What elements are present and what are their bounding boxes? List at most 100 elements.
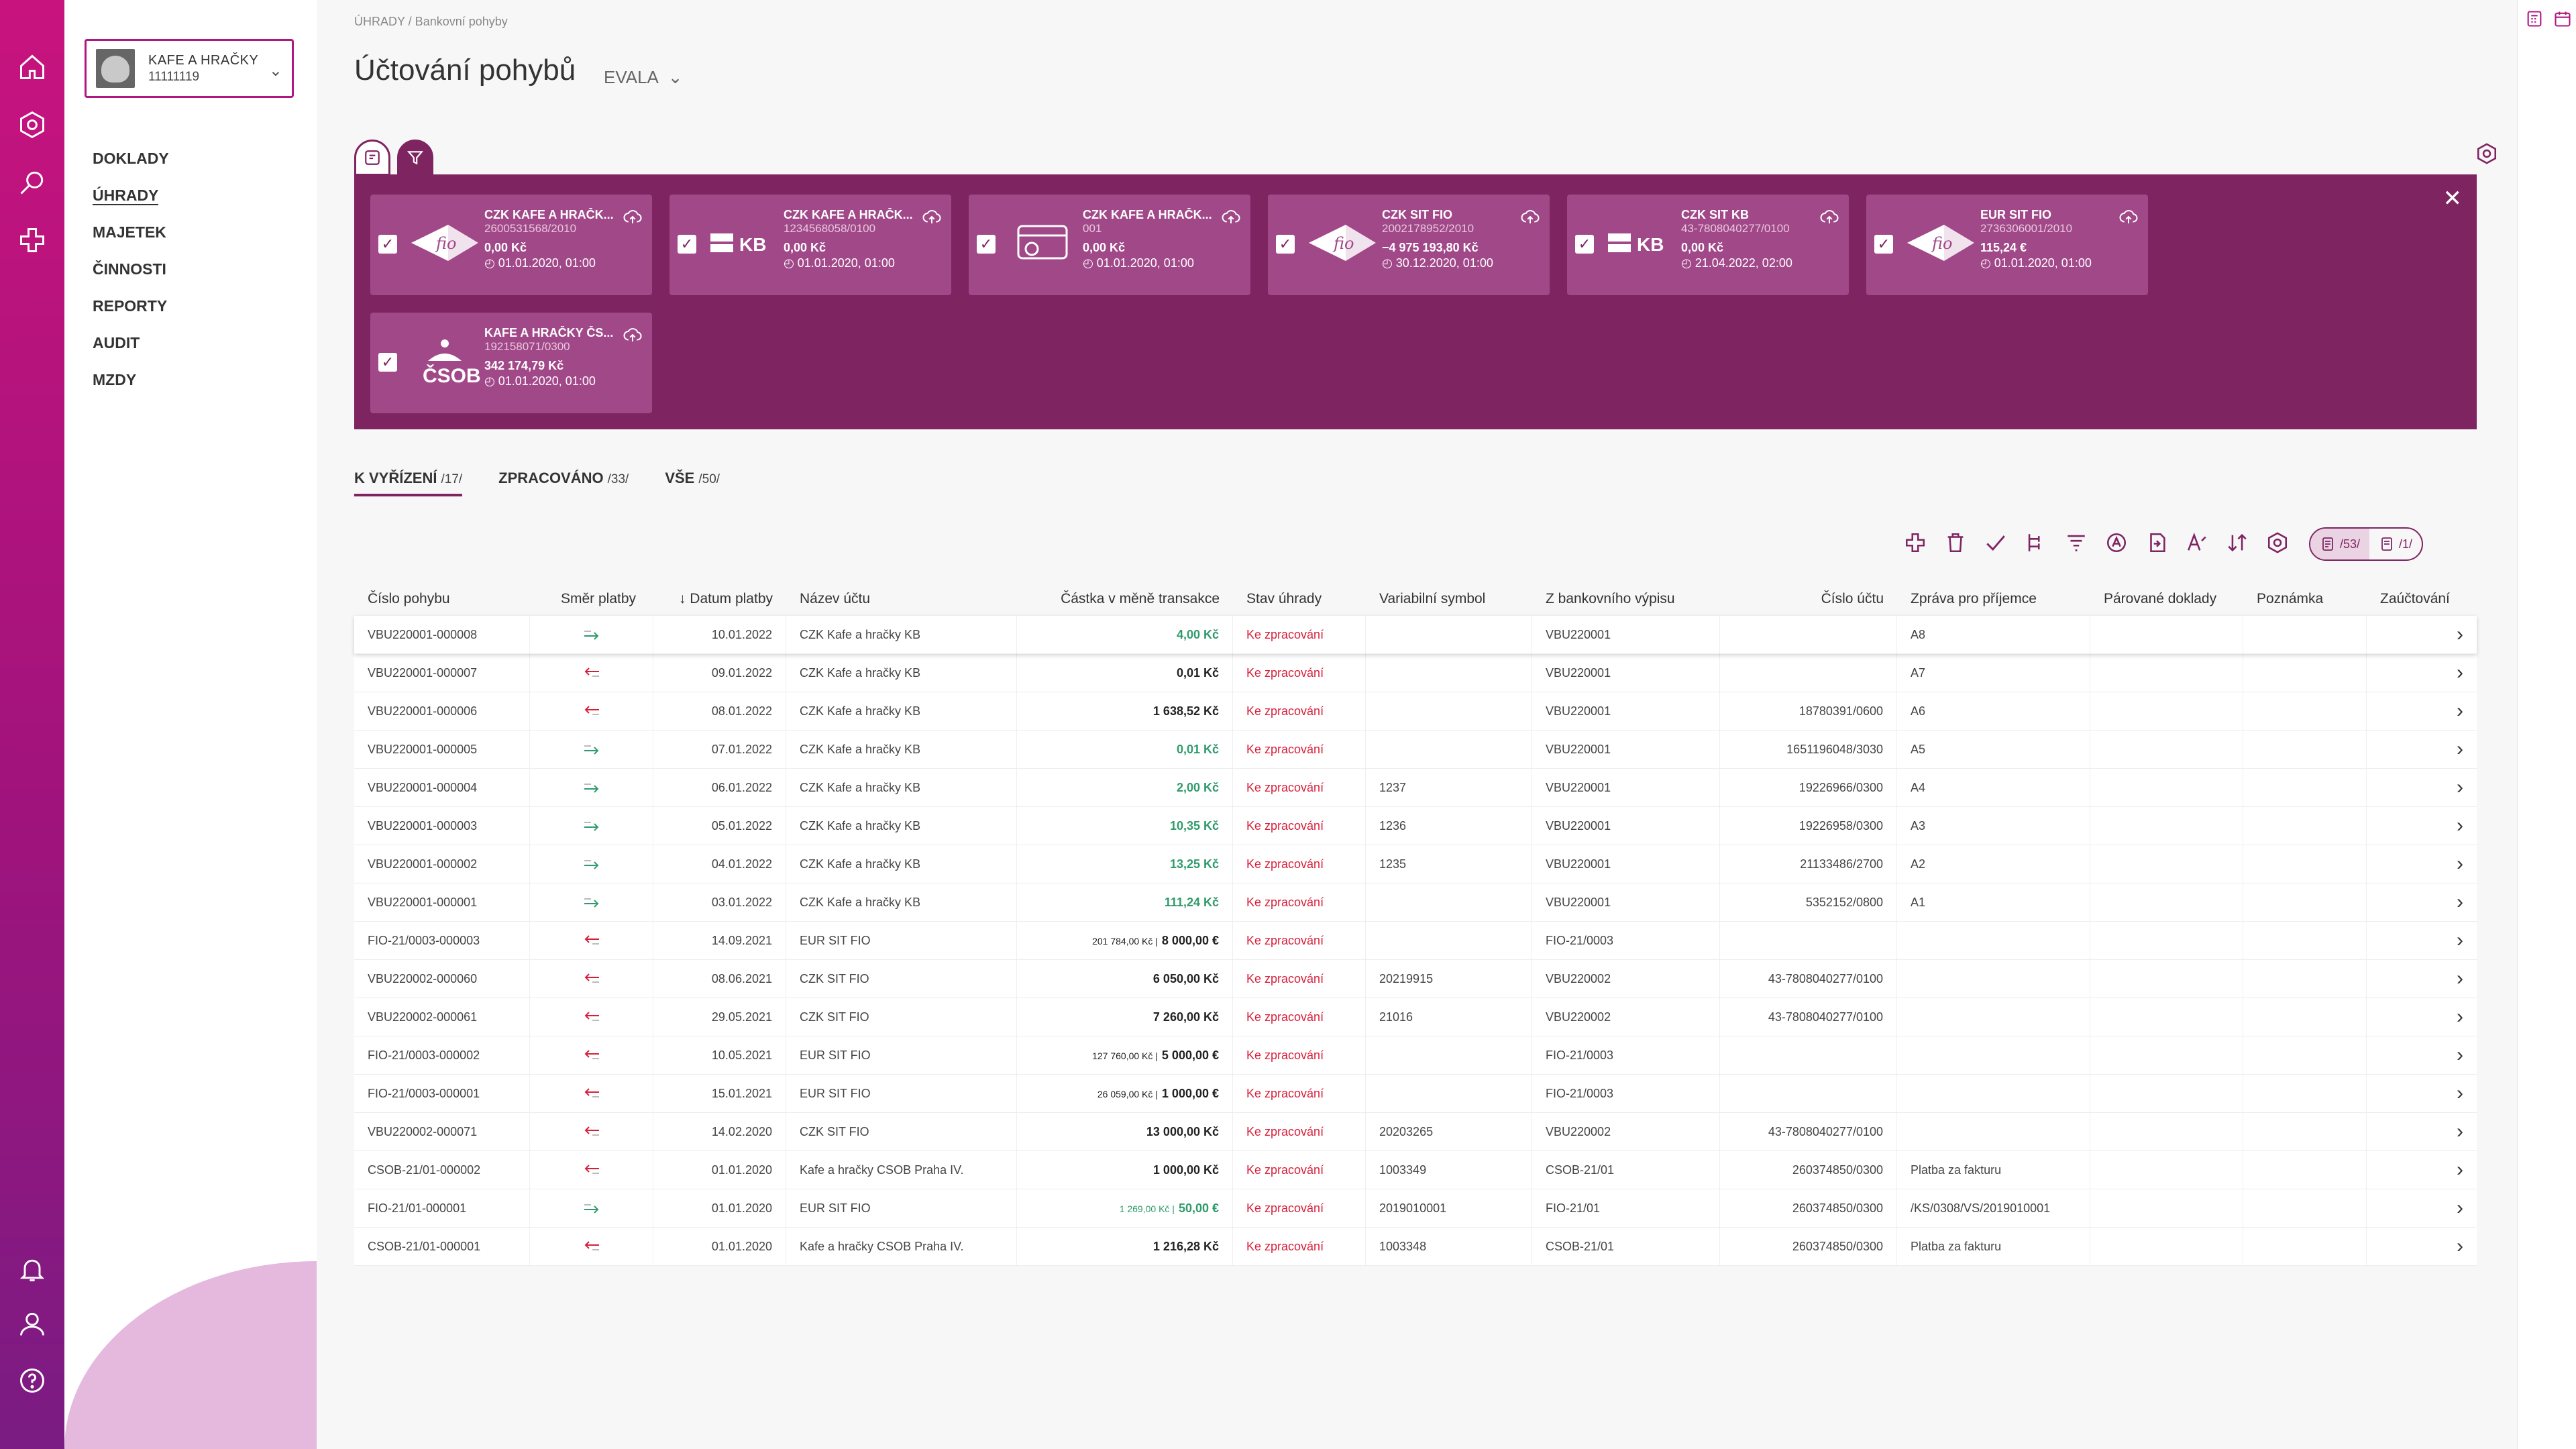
column-header[interactable]: Poznámka [2257, 591, 2324, 606]
text-edit-icon[interactable] [2182, 527, 2212, 558]
cloud-upload-icon[interactable] [623, 325, 643, 345]
column-header[interactable]: Z bankovního výpisu [1546, 591, 1675, 606]
chevron-right-icon[interactable]: › [2457, 738, 2463, 760]
column-header[interactable]: Variabilní symbol [1379, 591, 1486, 606]
add-icon[interactable] [16, 224, 48, 256]
bank-checkbox[interactable]: ✓ [1276, 235, 1295, 254]
column-header[interactable]: Číslo účtu [1821, 591, 1884, 606]
bank-accounts-tab[interactable] [354, 140, 390, 176]
table-row[interactable]: FIO-21/0003-000003 14.09.2021 EUR SIT FIO 2… [354, 922, 2477, 960]
bell-icon[interactable] [16, 1253, 48, 1285]
organization-selector[interactable]: KAFE A HRAČKY 11111119 ⌄ [85, 39, 294, 98]
chevron-right-icon[interactable]: › [2457, 1120, 2463, 1142]
table-row[interactable]: VBU220001-000003 05.01.2022 CZK Kafe a hra… [354, 807, 2477, 845]
column-header[interactable]: Zaúčtování [2380, 591, 2450, 606]
chevron-right-icon[interactable]: › [2457, 967, 2463, 989]
chevron-right-icon[interactable]: › [2457, 814, 2463, 837]
cloud-upload-icon[interactable] [2118, 207, 2139, 227]
chevron-right-icon[interactable]: › [2457, 1006, 2463, 1028]
chevron-right-icon[interactable]: › [2457, 1235, 2463, 1257]
chevron-right-icon[interactable]: › [2457, 1159, 2463, 1181]
bank-checkbox[interactable]: ✓ [678, 235, 696, 254]
cloud-upload-icon[interactable] [623, 207, 643, 227]
table-row[interactable]: VBU220001-000001 03.01.2022 CZK Kafe a hra… [354, 883, 2477, 922]
column-header[interactable]: Název účtu [800, 591, 871, 606]
view-toggle-list[interactable]: /53/ [2310, 529, 2370, 559]
filter-icon[interactable] [397, 140, 433, 176]
column-header[interactable]: Zpráva pro příjemce [1911, 591, 2037, 606]
chevron-right-icon[interactable]: › [2457, 623, 2463, 645]
table-row[interactable]: CSOB-21/01-000001 01.01.2020 Kafe a hračky… [354, 1228, 2477, 1266]
chevron-right-icon[interactable]: › [2457, 661, 2463, 684]
chevron-right-icon[interactable]: › [2457, 891, 2463, 913]
nav-item-mzdy[interactable]: MZDY [93, 371, 137, 388]
table-row[interactable]: VBU220001-000004 06.01.2022 CZK Kafe a hra… [354, 769, 2477, 807]
cloud-upload-icon[interactable] [1221, 207, 1241, 227]
nav-item-uhrady[interactable]: ÚHRADY [93, 186, 159, 205]
calendar-icon[interactable] [2553, 9, 2572, 28]
nav-item-doklady[interactable]: DOKLADY [93, 150, 169, 167]
bank-checkbox[interactable]: ✓ [378, 235, 397, 254]
column-header[interactable]: ↓ Datum platby [678, 591, 773, 606]
column-header[interactable]: Číslo pohybu [368, 591, 450, 606]
cloud-upload-icon[interactable] [1819, 207, 1839, 227]
view-toggle-detail[interactable]: /1/ [2369, 529, 2422, 559]
nav-item-majetek[interactable]: MAJETEK [93, 223, 166, 241]
table-row[interactable]: VBU220002-000061 29.05.2021 CZK SIT FIO 7 2… [354, 998, 2477, 1036]
gear-icon[interactable] [2262, 527, 2293, 558]
chevron-right-icon[interactable]: › [2457, 776, 2463, 798]
sort-filter-icon[interactable] [2061, 527, 2092, 558]
chevron-right-icon[interactable]: › [2457, 929, 2463, 951]
table-row[interactable]: VBU220002-000071 14.02.2020 CZK SIT FIO 13 … [354, 1113, 2477, 1151]
check-icon[interactable] [1980, 527, 2011, 558]
cloud-upload-icon[interactable] [1520, 207, 1540, 227]
bank-account-card[interactable]: ✓ KB CZK KAFE A HRAČK... 1234568058/0100 0,0… [669, 195, 951, 295]
table-row[interactable]: VBU220001-000002 04.01.2022 CZK Kafe a hra… [354, 845, 2477, 883]
auto-match-icon[interactable] [2101, 527, 2132, 558]
calculator-icon[interactable] [2525, 9, 2544, 28]
settings-icon[interactable] [16, 109, 48, 141]
column-header[interactable]: Párované doklady [2104, 591, 2217, 606]
bank-account-card[interactable]: ✓ ČSOB KAFE A HRAČKY ČS... 192158071/0300 34… [370, 313, 652, 413]
add-icon[interactable] [1900, 527, 1931, 558]
cloud-upload-icon[interactable] [922, 207, 942, 227]
nav-item-audit[interactable]: AUDIT [93, 334, 140, 352]
bank-account-card[interactable]: ✓ fio CZK KAFE A HRAČK... 2600531568/2010 0,… [370, 195, 652, 295]
table-row[interactable]: FIO-21/0003-000002 10.05.2021 EUR SIT FIO 1… [354, 1036, 2477, 1075]
table-row[interactable]: VBU220002-000060 08.06.2021 CZK SIT FIO 6 0… [354, 960, 2477, 998]
bank-account-card[interactable]: ✓ KB CZK SIT KB 43-7808040277/0100 0,00 Kč ◴ … [1567, 195, 1849, 295]
search-icon[interactable] [16, 166, 48, 199]
chevron-down-icon[interactable]: ⌄ [268, 62, 282, 80]
table-row[interactable]: VBU220001-000007 09.01.2022 CZK Kafe a hra… [354, 654, 2477, 692]
tab-vse[interactable]: VŠE/50/ [665, 470, 720, 486]
tab-k-vyrizeni[interactable]: K VYŘÍZENÍ/17/ [354, 470, 463, 496]
table-row[interactable]: FIO-21/01-000001 01.01.2020 EUR SIT FIO 1 2… [354, 1189, 2477, 1228]
tab-zpracovano[interactable]: ZPRACOVÁNO/33/ [498, 470, 629, 486]
column-header[interactable]: Stav úhrady [1246, 591, 1322, 606]
table-row[interactable]: VBU220001-000006 08.01.2022 CZK Kafe a hra… [354, 692, 2477, 731]
chevron-right-icon[interactable]: › [2457, 1044, 2463, 1066]
bank-account-card[interactable]: ✓ fio CZK SIT FIO 2002178952/2010 −4 975 193… [1268, 195, 1550, 295]
chevron-right-icon[interactable]: › [2457, 1197, 2463, 1219]
nav-item-reporty[interactable]: REPORTY [93, 297, 168, 315]
table-row[interactable]: VBU220001-000008 10.01.2022 CZK Kafe a hra… [354, 616, 2477, 654]
help-icon[interactable] [16, 1364, 48, 1397]
table-row[interactable]: CSOB-21/01-000002 01.01.2020 Kafe a hračky… [354, 1151, 2477, 1189]
user-icon[interactable] [16, 1308, 48, 1340]
table-row[interactable]: FIO-21/0003-000001 15.01.2021 EUR SIT FIO 2… [354, 1075, 2477, 1113]
chevron-right-icon[interactable]: › [2457, 853, 2463, 875]
bank-account-card[interactable]: ✓ fio EUR SIT FIO 2736306001/2010 115,24 € ◴ … [1866, 195, 2148, 295]
bank-checkbox[interactable]: ✓ [1575, 235, 1594, 254]
pair-icon[interactable] [2021, 527, 2051, 558]
gear-icon[interactable] [2475, 142, 2498, 165]
delete-icon[interactable] [1940, 527, 1971, 558]
sort-icon[interactable] [2222, 527, 2253, 558]
table-row[interactable]: VBU220001-000005 07.01.2022 CZK Kafe a hra… [354, 731, 2477, 769]
bank-checkbox[interactable]: ✓ [977, 235, 996, 254]
chevron-right-icon[interactable]: › [2457, 1082, 2463, 1104]
bank-checkbox[interactable]: ✓ [1874, 235, 1893, 254]
close-icon[interactable]: ✕ [2443, 186, 2463, 211]
company-selector[interactable]: EVALA ⌄ [604, 67, 683, 87]
import-icon[interactable] [2141, 527, 2172, 558]
home-icon[interactable] [16, 51, 48, 83]
